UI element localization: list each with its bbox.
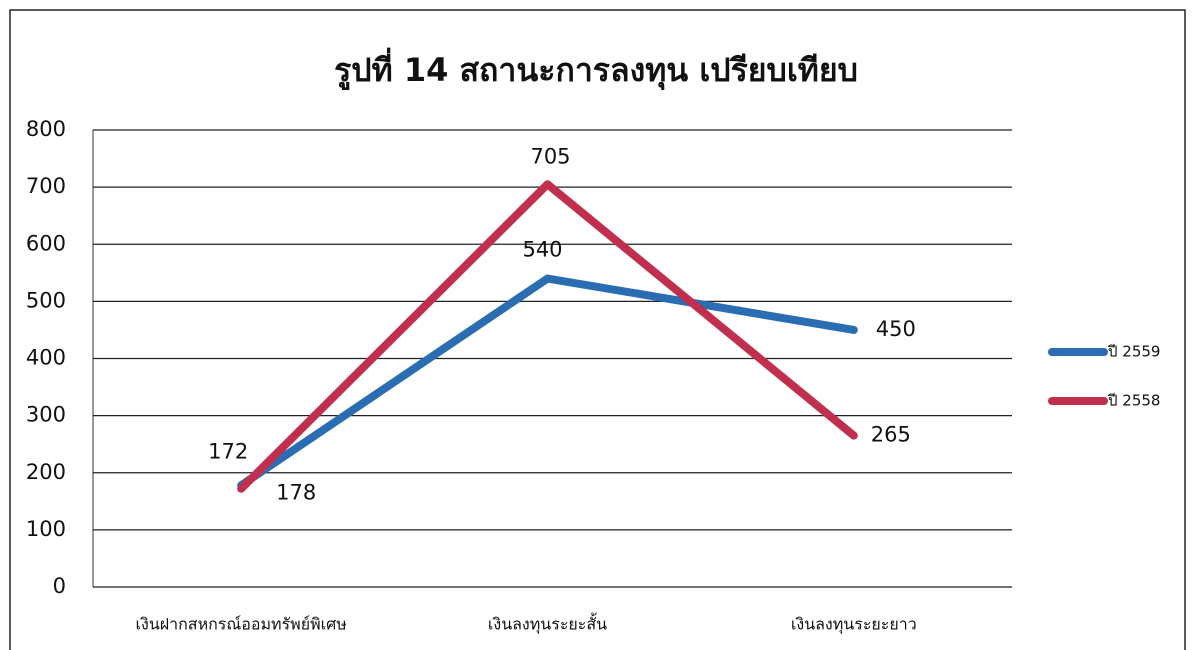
- y-tick-label: 700: [26, 174, 66, 198]
- y-tick-label: 200: [26, 460, 66, 484]
- legend-label: ปี 2559: [1107, 343, 1160, 361]
- series-line: [237, 180, 858, 493]
- x-tick-label: เงินฝากสหกรณ์ออมทรัพย์พิเศษ: [136, 615, 347, 634]
- data-label: 450: [876, 317, 916, 341]
- legend-label: ปี 2558: [1107, 392, 1160, 410]
- data-label: 705: [530, 144, 570, 168]
- data-label: 540: [522, 238, 562, 262]
- data-label: 265: [871, 423, 911, 447]
- y-tick-label: 400: [26, 346, 66, 370]
- y-tick-label: 500: [26, 288, 66, 312]
- y-tick-label: 600: [26, 231, 66, 255]
- x-tick-label: เงินลงทุนระยะสั้น: [488, 613, 607, 635]
- data-label: 172: [208, 440, 248, 464]
- chart-title: รูปที่ 14 สถานะการลงทุน เปรียบเทียบ: [334, 47, 858, 91]
- y-tick-label: 0: [53, 574, 66, 598]
- y-tick-label: 300: [26, 403, 66, 427]
- y-tick-label: 100: [26, 517, 66, 541]
- series-line: [237, 274, 858, 490]
- frame: [9, 9, 1186, 650]
- y-tick-label: 800: [26, 117, 66, 141]
- data-label: 178: [276, 480, 316, 504]
- x-tick-label: เงินลงทุนระยะยาว: [791, 615, 917, 635]
